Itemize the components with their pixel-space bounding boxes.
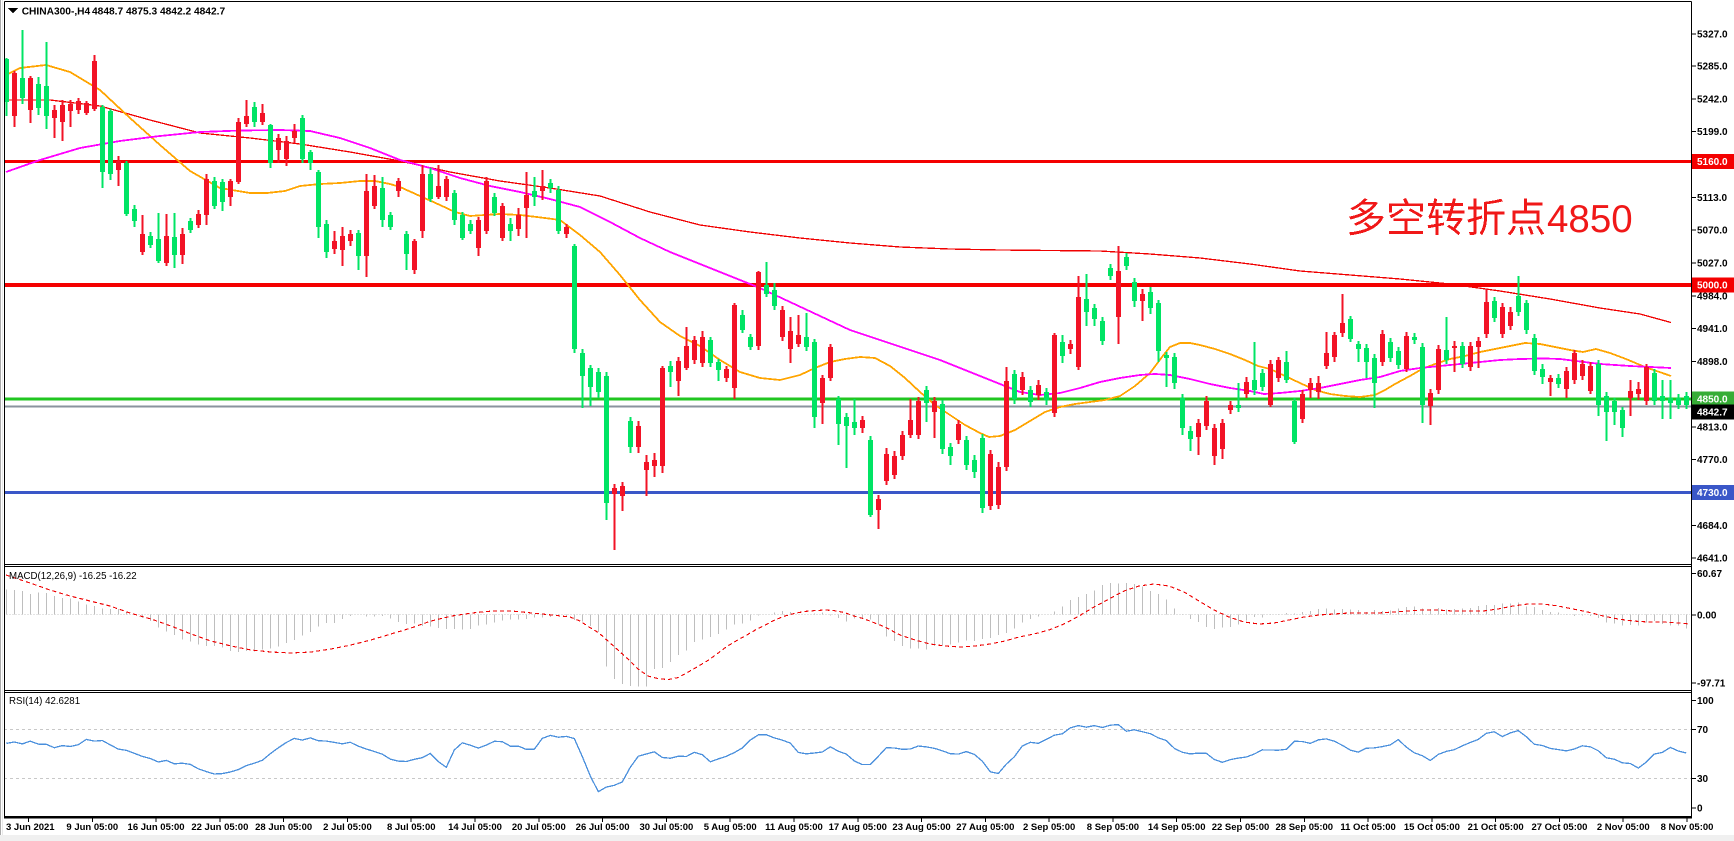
svg-text:23 Aug 05:00: 23 Aug 05:00 bbox=[892, 822, 950, 833]
svg-text:14 Sep 05:00: 14 Sep 05:00 bbox=[1148, 822, 1206, 833]
svg-text:3 Jun 2021: 3 Jun 2021 bbox=[6, 822, 55, 833]
svg-text:2 Jul 05:00: 2 Jul 05:00 bbox=[323, 822, 372, 833]
svg-text:27 Aug 05:00: 27 Aug 05:00 bbox=[956, 822, 1014, 833]
svg-text:RSI(14) 42.6281: RSI(14) 42.6281 bbox=[9, 696, 80, 707]
svg-text:0.00: 0.00 bbox=[1697, 611, 1717, 622]
svg-text:22 Jun 05:00: 22 Jun 05:00 bbox=[191, 822, 248, 833]
svg-text:2 Nov 05:00: 2 Nov 05:00 bbox=[1597, 822, 1650, 833]
svg-text:22 Sep 05:00: 22 Sep 05:00 bbox=[1212, 822, 1270, 833]
svg-text:0: 0 bbox=[1697, 803, 1703, 814]
svg-text:4813.0: 4813.0 bbox=[1697, 422, 1728, 433]
svg-text:-97.71: -97.71 bbox=[1697, 679, 1726, 690]
svg-text:14 Jul 05:00: 14 Jul 05:00 bbox=[448, 822, 502, 833]
svg-text:5000.0: 5000.0 bbox=[1697, 281, 1728, 292]
svg-text:4850: 4850 bbox=[1547, 198, 1633, 241]
svg-text:2 Sep 05:00: 2 Sep 05:00 bbox=[1023, 822, 1075, 833]
svg-text:11 Aug 05:00: 11 Aug 05:00 bbox=[765, 822, 823, 833]
svg-text:4941.0: 4941.0 bbox=[1697, 324, 1728, 335]
svg-text:27 Oct 05:00: 27 Oct 05:00 bbox=[1531, 822, 1587, 833]
svg-text:16 Jun 05:00: 16 Jun 05:00 bbox=[128, 822, 185, 833]
svg-text:5160.0: 5160.0 bbox=[1697, 157, 1728, 168]
svg-text:26 Jul 05:00: 26 Jul 05:00 bbox=[576, 822, 630, 833]
svg-text:28 Jun 05:00: 28 Jun 05:00 bbox=[255, 822, 312, 833]
svg-text:9 Jun 05:00: 9 Jun 05:00 bbox=[66, 822, 118, 833]
svg-text:4984.0: 4984.0 bbox=[1697, 291, 1728, 302]
svg-text:21 Oct 05:00: 21 Oct 05:00 bbox=[1468, 822, 1524, 833]
svg-text:4848.7 4875.3 4842.2 4842.7: 4848.7 4875.3 4842.2 4842.7 bbox=[92, 6, 225, 17]
svg-text:MACD(12,26,9) -16.25 -16.22: MACD(12,26,9) -16.25 -16.22 bbox=[9, 571, 137, 582]
svg-text:4770.0: 4770.0 bbox=[1697, 455, 1728, 466]
svg-text:5113.0: 5113.0 bbox=[1697, 193, 1727, 204]
svg-text:30 Jul 05:00: 30 Jul 05:00 bbox=[639, 822, 693, 833]
svg-text:70: 70 bbox=[1697, 725, 1709, 736]
svg-text:8 Jul 05:00: 8 Jul 05:00 bbox=[387, 822, 436, 833]
svg-text:5242.0: 5242.0 bbox=[1697, 94, 1728, 105]
svg-text:5070.0: 5070.0 bbox=[1697, 226, 1728, 237]
svg-text:5327.0: 5327.0 bbox=[1697, 30, 1728, 41]
svg-text:100: 100 bbox=[1697, 696, 1714, 707]
svg-text:4898.0: 4898.0 bbox=[1697, 357, 1728, 368]
svg-text:4641.0: 4641.0 bbox=[1697, 554, 1728, 565]
svg-text:8 Nov 05:00: 8 Nov 05:00 bbox=[1661, 822, 1714, 833]
svg-text:17 Aug 05:00: 17 Aug 05:00 bbox=[829, 822, 887, 833]
svg-text:5 Aug 05:00: 5 Aug 05:00 bbox=[704, 822, 757, 833]
svg-text:28 Sep 05:00: 28 Sep 05:00 bbox=[1276, 822, 1334, 833]
svg-text:15 Oct 05:00: 15 Oct 05:00 bbox=[1404, 822, 1460, 833]
svg-text:4730.0: 4730.0 bbox=[1697, 488, 1728, 499]
svg-text:4684.0: 4684.0 bbox=[1697, 521, 1728, 532]
svg-text:8 Sep 05:00: 8 Sep 05:00 bbox=[1087, 822, 1139, 833]
svg-text:20 Jul 05:00: 20 Jul 05:00 bbox=[512, 822, 566, 833]
svg-text:4850.0: 4850.0 bbox=[1697, 395, 1728, 406]
svg-text:4842.7: 4842.7 bbox=[1697, 408, 1728, 419]
svg-text:5199.0: 5199.0 bbox=[1697, 127, 1728, 138]
svg-text:CHINA300-,H4: CHINA300-,H4 bbox=[22, 6, 91, 17]
svg-text:5027.0: 5027.0 bbox=[1697, 259, 1728, 270]
svg-text:11 Oct 05:00: 11 Oct 05:00 bbox=[1340, 822, 1395, 833]
svg-text:60.67: 60.67 bbox=[1697, 569, 1722, 580]
svg-text:30: 30 bbox=[1697, 774, 1709, 785]
svg-text:5285.0: 5285.0 bbox=[1697, 62, 1728, 73]
